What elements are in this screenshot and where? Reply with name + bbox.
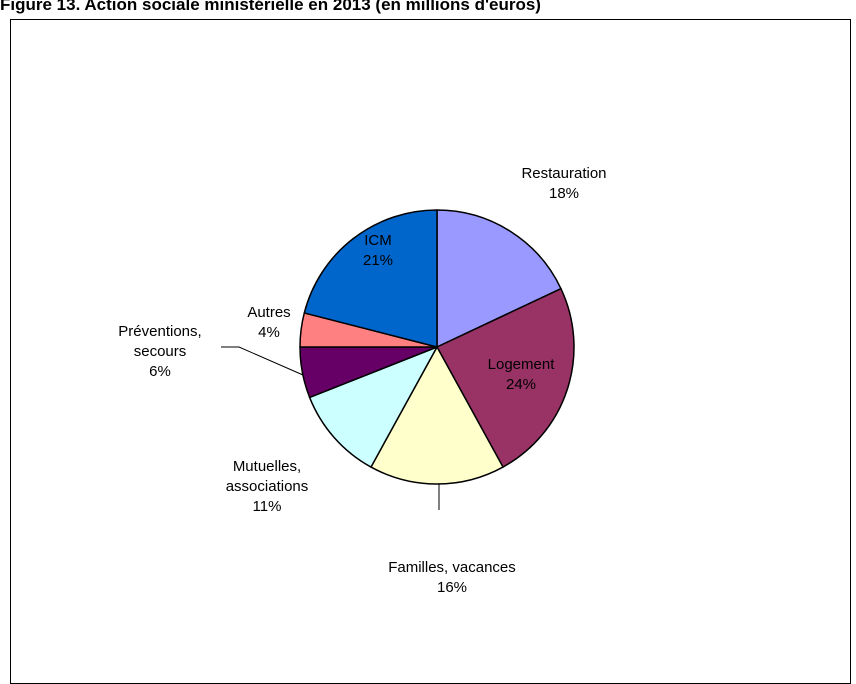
- slice-value-icm: 21%: [363, 252, 393, 269]
- pie-slice-familles-vacances: [370, 346, 504, 485]
- slice-label-mutuelles-associations: Mutuelles,: [233, 458, 301, 475]
- slice-value-mutuelles-associations: 11%: [253, 498, 282, 515]
- leader-line-preventions-secours: [221, 346, 304, 376]
- slice-labels: Restauration 18% Logement 24% Familles, vaca…: [118, 165, 606, 596]
- slice-value-restauration: 18%: [549, 185, 579, 202]
- slice-label-mutuelles-associations: associations: [226, 478, 309, 495]
- slice-label-preventions-secours: Préventions,: [118, 323, 201, 340]
- slice-label-autres: Autres: [247, 304, 290, 321]
- pie-slice-icm: [303, 209, 438, 348]
- slice-value-autres: 4%: [258, 324, 280, 341]
- chart-title: Figure 13. Action sociale ministérielle …: [0, 0, 541, 14]
- slice-label-icm: ICM: [364, 232, 392, 249]
- slice-label-preventions-secours: secours: [134, 343, 187, 360]
- slice-value-preventions-secours: 6%: [149, 363, 171, 380]
- pie-slice-logement: [436, 287, 575, 468]
- slice-label-familles-vacances: Familles, vacances: [388, 559, 516, 576]
- slice-value-familles-vacances: 16%: [437, 579, 467, 596]
- slice-label-logement: Logement: [488, 356, 556, 373]
- chart-area: Restauration 18% Logement 24% Familles, vaca…: [10, 19, 851, 684]
- leader-lines: [221, 346, 440, 510]
- pie-slices: [299, 209, 575, 485]
- pie-slice-mutuelles-associations: [308, 346, 438, 468]
- slice-value-logement: 24%: [506, 376, 536, 393]
- pie-slice-restauration: [436, 209, 562, 348]
- slice-label-restauration: Restauration: [521, 165, 606, 182]
- pie-chart: Restauration 18% Logement 24% Familles, vaca…: [118, 165, 606, 596]
